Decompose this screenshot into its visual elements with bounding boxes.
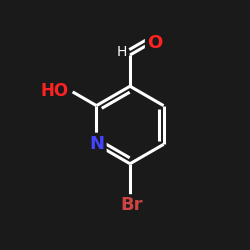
Text: Br: Br xyxy=(120,196,142,214)
Text: H: H xyxy=(117,46,127,60)
Text: O: O xyxy=(147,34,162,52)
Text: N: N xyxy=(89,136,104,154)
Text: HO: HO xyxy=(41,82,69,100)
